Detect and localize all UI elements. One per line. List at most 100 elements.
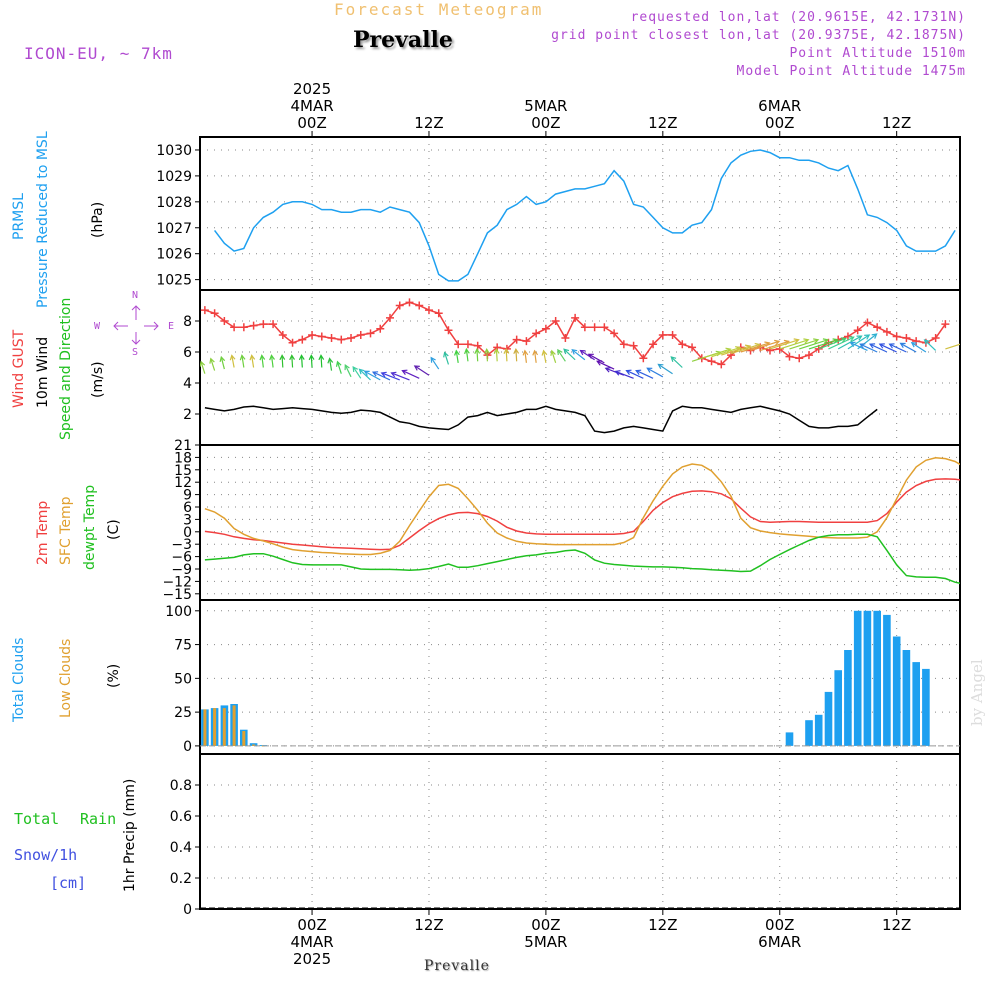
wind-arrow: [779, 339, 809, 350]
gust-marker: [941, 320, 950, 329]
wind-arrow: [730, 343, 760, 355]
y-tick-label: 15: [174, 463, 192, 479]
wind-arrow: [808, 339, 838, 350]
wind-arrow-head: [249, 354, 256, 361]
gust-marker: [356, 330, 365, 339]
wind-arrow: [241, 355, 245, 368]
gust-marker: [863, 318, 872, 327]
wind-arrow-head: [856, 335, 863, 341]
wind-arrow-head: [868, 343, 876, 349]
y-tick-label: 21: [174, 438, 192, 454]
wind-arrow: [551, 350, 557, 364]
wind-arrow-head: [541, 349, 548, 356]
wind-arrow: [879, 343, 897, 353]
gust-marker: [288, 338, 297, 347]
wind-arrow: [847, 334, 870, 350]
wind-arrow-head: [910, 342, 917, 348]
wind-arrow-head: [604, 367, 611, 373]
y-tick-label: 0.2: [170, 871, 192, 887]
wind-arrow-head: [289, 354, 296, 361]
y-tick-label: 1026: [156, 247, 192, 263]
top-time-label: 5MAR: [524, 97, 567, 115]
wind-arrow: [465, 349, 469, 362]
wind-arrow: [359, 368, 371, 381]
wind-arrow: [455, 350, 459, 363]
series-line-wind: [204, 405, 878, 434]
gust-marker: [337, 335, 346, 344]
wind-arrow-head: [464, 347, 470, 355]
compass-n: N: [132, 290, 139, 301]
y-tick-label: 1027: [156, 221, 192, 237]
wind-arrow-head: [493, 347, 500, 354]
wind-arrow: [505, 349, 508, 362]
wind-arrow: [635, 370, 654, 379]
wind-arrow-head: [454, 349, 460, 356]
gust-marker: [902, 334, 911, 343]
wind-arrow: [571, 349, 586, 361]
gust-marker: [327, 334, 336, 343]
gust-marker: [298, 335, 307, 344]
wind-arrow-head: [793, 338, 800, 344]
y-tick-label: 50: [174, 671, 192, 687]
gust-marker: [463, 340, 472, 349]
wind-arrow-head: [888, 343, 895, 349]
wind-arrow-head: [635, 369, 642, 375]
total-cloud-bar: [912, 662, 920, 746]
top-time-label: 00Z: [531, 114, 560, 132]
wind-arrow: [336, 361, 342, 374]
wind-arrow-head: [587, 353, 594, 359]
gust-marker: [785, 352, 794, 361]
panel-prmsl: [214, 149, 956, 282]
top-time-label: 00Z: [297, 114, 326, 132]
wind-arrow: [658, 363, 673, 375]
y-tick-label: −12: [162, 574, 192, 590]
total-cloud-bar: [892, 636, 901, 746]
gust-marker: [386, 313, 394, 322]
wind-arrow: [210, 358, 216, 371]
wind-arrow-head: [380, 371, 387, 378]
wind-arrow-head: [513, 347, 520, 354]
gust-marker: [639, 354, 648, 363]
y-tick-label: 0: [183, 525, 192, 541]
wind-arrow: [760, 340, 790, 352]
gust-marker: [473, 341, 482, 350]
gust-marker: [454, 340, 463, 349]
low-cloud-bar: [222, 708, 226, 746]
total-cloud-bar: [863, 610, 872, 746]
gust-marker: [249, 321, 258, 330]
wind-arrow: [596, 360, 615, 370]
wind-arrow-head: [363, 370, 370, 376]
bottom-time-label: 2025: [293, 950, 331, 968]
gust-marker: [795, 354, 804, 363]
wind-arrow-head: [327, 357, 334, 364]
gust-marker: [658, 330, 667, 339]
gust-marker: [649, 340, 658, 349]
wind-arrow-head: [774, 339, 781, 346]
wind-arrow: [251, 355, 255, 368]
total-cloud-bar: [853, 610, 862, 746]
wind-arrow: [557, 349, 566, 362]
wind-arrow-head: [670, 356, 677, 362]
panel-frame: [199, 753, 961, 910]
wind-arrow-head: [209, 357, 215, 364]
low-cloud-bar: [203, 709, 207, 746]
wind-arrow: [281, 355, 284, 368]
gust-marker: [347, 334, 356, 343]
precip-total-label: Total: [14, 810, 60, 828]
gust-marker: [610, 329, 619, 338]
gust-marker: [278, 330, 287, 339]
wind-arrow: [270, 355, 274, 368]
gust-marker: [317, 332, 326, 341]
wind-arrow-head: [563, 348, 570, 355]
point-altitude: Point Altitude 1510m: [789, 46, 966, 61]
wind-arrow: [364, 370, 381, 381]
wind-arrow-head: [390, 371, 397, 378]
wind-arrow-head: [239, 354, 246, 361]
gust-marker: [415, 301, 424, 310]
wind-arrow: [261, 355, 264, 368]
wind-arrow: [850, 342, 868, 351]
gust-marker: [259, 320, 268, 329]
wind-arrow-head: [298, 354, 305, 361]
gust-marker: [444, 326, 453, 335]
wind-arrow: [828, 336, 854, 350]
